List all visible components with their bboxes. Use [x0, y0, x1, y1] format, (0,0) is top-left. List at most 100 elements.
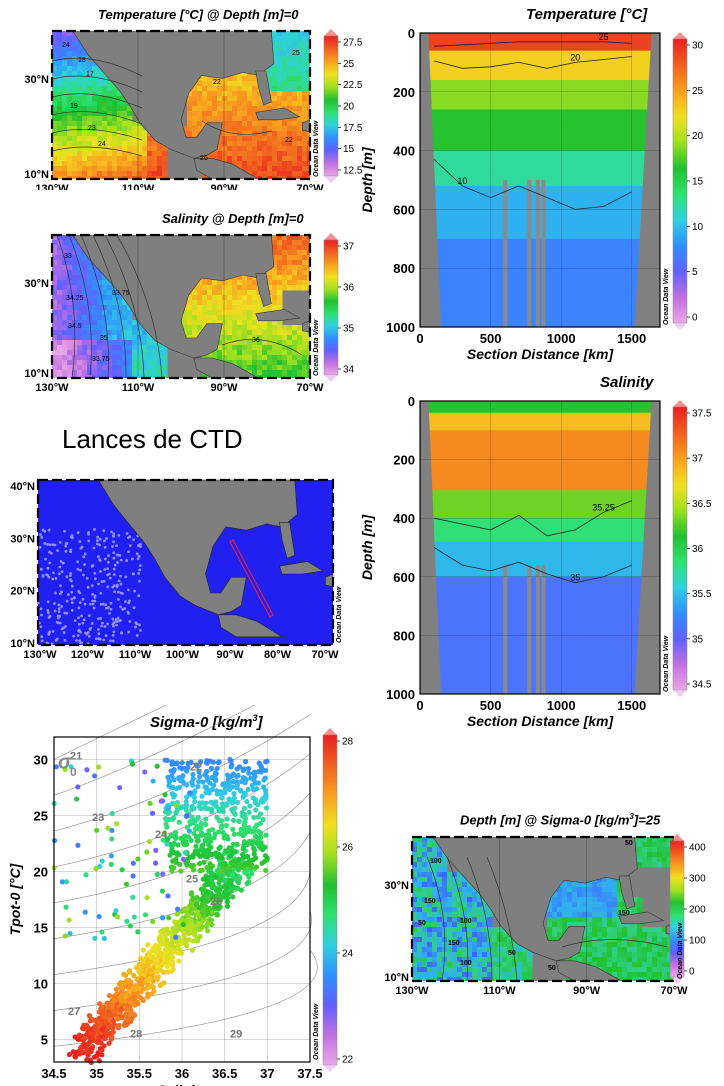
temperature-map-cell: [262, 141, 268, 147]
depth-map-cell: [607, 917, 613, 923]
ts-point: [202, 821, 209, 828]
salinity-map-cell: [212, 305, 218, 311]
temperature-map-cell: [242, 71, 248, 77]
depth-map-cell: [602, 887, 608, 893]
salinity-map-cell: [132, 370, 138, 376]
station-dot: [116, 597, 120, 601]
depth-map-cell: [562, 887, 568, 893]
station-dot: [83, 552, 87, 556]
temperature-map-cell: [252, 96, 258, 102]
temperature-map-cell: [157, 146, 163, 152]
temperature-map-cell: [57, 71, 63, 77]
temperature-section-band: [425, 56, 652, 63]
salinity-map-cell: [277, 305, 283, 311]
depth-map-cell: [487, 912, 493, 918]
depth-map-cell: [637, 897, 643, 903]
salinity-map-cell: [307, 355, 310, 361]
station-dot: [65, 575, 69, 579]
ts-point: [106, 1016, 112, 1023]
temperature-contour-label: 26: [200, 155, 208, 162]
ts-point: [195, 838, 201, 844]
ts-point: [128, 1000, 134, 1006]
ts-point: [209, 774, 215, 781]
temperature-map-cell: [247, 141, 253, 147]
station-dot: [109, 639, 112, 643]
temperature-map-cell: [302, 36, 308, 42]
depth-map-cell: [602, 882, 608, 888]
station-dot: [128, 544, 132, 548]
temperature-map-cell: [112, 91, 118, 97]
temperature-map-cell: [52, 46, 58, 52]
isopycnal: [53, 871, 311, 975]
temperature-map-cell: [277, 126, 283, 132]
ts-point: [191, 805, 197, 812]
salinity-contour-label: 33: [64, 253, 72, 260]
ts-point: [240, 846, 246, 852]
temperature-section-colorbar-bar: [672, 38, 688, 324]
ts-point: [247, 838, 253, 844]
salinity-map-cell: [277, 255, 283, 261]
ts-point: [230, 817, 237, 824]
station-dot: [112, 567, 116, 571]
salinity-map-cell: [257, 300, 263, 306]
station-dot: [91, 592, 94, 596]
ts-point: [198, 759, 204, 765]
depth-map-cell: [482, 922, 488, 928]
temperature-map-cell: [212, 81, 218, 87]
ts-point: [201, 906, 208, 912]
ts-point: [172, 829, 179, 836]
depth-map-cell: [432, 917, 438, 923]
salinity-section-contour: [433, 547, 632, 584]
temperature-map-cell: [107, 91, 113, 97]
temperature-map-cell: [302, 71, 308, 77]
salinity-map-cell: [222, 315, 228, 321]
temperature-map-cell: [287, 156, 293, 162]
depth-map-cell: [592, 912, 598, 918]
ts-point: [234, 785, 240, 791]
salinity-map-cell: [82, 290, 88, 296]
station-dot: [99, 602, 103, 606]
salinity-section-colorbar-top-arrow: [673, 400, 687, 407]
depth-map-cell: [422, 847, 428, 853]
temperature-map-cell: [242, 86, 248, 92]
ts-point: [154, 763, 160, 769]
salinity-map-cell: [282, 340, 288, 346]
temperature-map-cell: [57, 141, 63, 147]
station-dot: [77, 616, 80, 620]
salinity-map-cell: [112, 355, 118, 361]
salinity-map-cell: [142, 370, 148, 376]
salinity-map-cell: [102, 275, 108, 281]
temperature-map-cell: [102, 116, 108, 122]
salinity-map-cell: [87, 260, 93, 266]
ts-point: [208, 765, 214, 771]
sigma-symbol: σ: [58, 751, 72, 773]
temperature-section-colorbar-top-arrow: [673, 32, 687, 39]
depth-map-cell: [557, 907, 563, 913]
salinity-map-cell: [217, 345, 223, 351]
temperature-map-cell: [67, 56, 73, 62]
temperature-map-cell: [217, 151, 223, 157]
temperature-map-cell: [197, 126, 203, 132]
station-dot: [53, 609, 57, 613]
salinity-map-cell: [87, 375, 93, 378]
station-dot: [111, 617, 115, 621]
temperature-map-cell: [107, 141, 113, 147]
temperature-map-cell: [187, 116, 193, 122]
ts-point: [165, 969, 171, 975]
salinity-section-seamount: [541, 565, 546, 694]
depth-map-cell: [552, 892, 558, 898]
salinity-section-colorbar-tick-label: 37: [692, 454, 704, 465]
salinity-map-cell: [132, 360, 138, 366]
temperature-map-cell: [277, 66, 283, 72]
temperature-section-band: [425, 33, 652, 40]
salinity-map-cell: [262, 325, 268, 331]
temperature-map-cell: [297, 116, 303, 122]
salinity-map-cell: [82, 280, 88, 286]
salinity-map-cell: [77, 345, 83, 351]
depth-map-cell: [592, 882, 598, 888]
depth-map-cell: [472, 917, 478, 923]
ts-diagram-panel: Sigma-0 [kg/m3] 21 22 23 24 25 26 27 28 29 σ 0 34.5…: [0, 705, 370, 1086]
salinity-map-cell: [212, 355, 218, 361]
temperature-map-cell: [252, 171, 258, 177]
salinity-map-cell: [222, 330, 228, 336]
